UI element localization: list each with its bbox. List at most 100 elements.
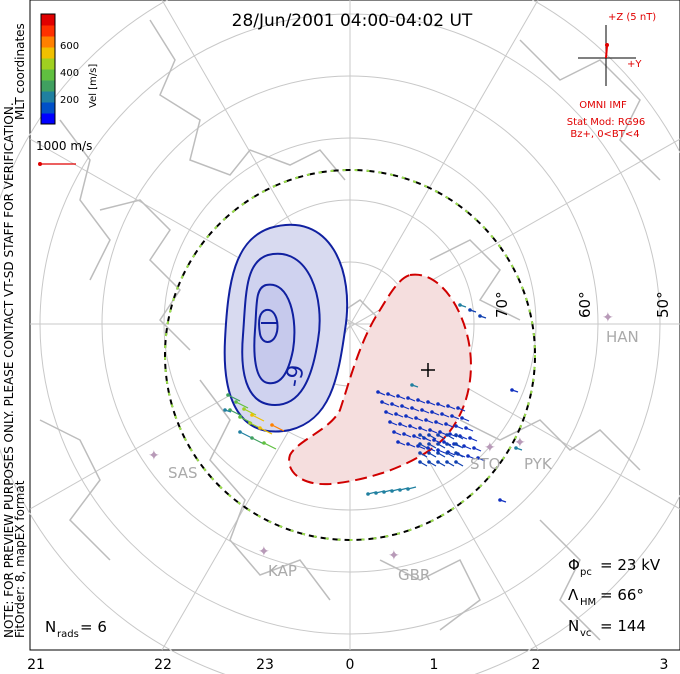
vector-line (469, 309, 477, 313)
lat-label-70: 70° (493, 291, 511, 318)
imf-plus-z: +Z (5 nT) (608, 12, 656, 23)
station-kap: KAP (268, 562, 297, 580)
vector-line (446, 461, 455, 467)
vector-line (419, 443, 428, 449)
vector-line (251, 437, 265, 445)
vector-scale-label: 1000 m/s (36, 139, 92, 153)
vector-line (235, 401, 249, 409)
vector-line (455, 425, 464, 430)
vector-line (229, 409, 243, 417)
vector-line (393, 431, 402, 436)
vector-line (387, 393, 396, 398)
vector-line (224, 409, 232, 413)
velocity-colorbar: 600 400 200 Vel [m/s] (40, 13, 99, 125)
vector-line (451, 415, 460, 420)
vector-scale: 1000 m/s (36, 139, 92, 166)
imf-model: Stat Mod: RG96 (567, 117, 646, 128)
nrads-symbol: N (45, 618, 56, 636)
vector-line (391, 403, 400, 408)
imf-source: OMNI IMF (579, 100, 627, 111)
colorbar-swatch (41, 113, 55, 125)
vector-line (377, 391, 386, 396)
mlt-label-23: 23 (256, 657, 274, 673)
colorbar-tick-200: 200 (60, 95, 79, 106)
colorbar-swatch (41, 14, 55, 26)
phi-sub: pc (580, 567, 592, 578)
velocity-vectors (223, 303, 523, 503)
imf-condition: Bz+, 0<BT<4 (570, 129, 639, 140)
vector-line (446, 443, 455, 449)
vector-line (499, 499, 507, 503)
imf-plus-y: +Y (627, 59, 642, 70)
fit-order-note: FitOrder: 8, mapEX format (13, 480, 27, 638)
vector-line (409, 425, 418, 430)
vector-line (437, 434, 446, 440)
colorbar-swatch (41, 58, 55, 70)
station-sas: SAS (168, 464, 198, 482)
vector-line (428, 461, 437, 467)
vector-line (457, 407, 466, 412)
vector-line (455, 443, 464, 449)
vector-line (459, 435, 468, 440)
coords-note: MLT coordinates (13, 23, 27, 120)
phi-symbol: Φ (568, 556, 580, 574)
vector-line (511, 389, 519, 393)
mlt-label-22: 22 (154, 657, 172, 673)
vector-line (419, 427, 428, 432)
colorbar-swatch (41, 69, 55, 81)
vector-line (447, 405, 456, 410)
mlt-label-0: 0 (346, 657, 355, 673)
station-sto: STO (470, 455, 501, 473)
vector-line (437, 461, 446, 467)
vector-line (465, 427, 474, 432)
vector-line (431, 411, 440, 416)
positive-cell (288, 273, 472, 486)
vector-line (397, 395, 406, 400)
vector-line (419, 461, 428, 467)
nvc-value: = 144 (600, 617, 646, 635)
station-marker-pyk: ✦ (514, 435, 526, 451)
lat-label-60: 60° (576, 291, 594, 318)
vector-line (447, 451, 456, 456)
vector-line (399, 423, 408, 428)
vector-line (427, 401, 436, 406)
vector-line (428, 452, 437, 458)
vector-line (421, 409, 430, 414)
station-marker-kap: ✦ (258, 544, 270, 560)
vector-line (227, 394, 241, 402)
vector-line (243, 408, 257, 416)
lambda-value: = 66° (600, 586, 644, 604)
vector-line (259, 427, 273, 435)
vector-line (463, 445, 472, 450)
negative-cell: -9 (223, 223, 349, 433)
side-note: NOTE: FOR PREVIEW PURPOSES ONLY. PLEASE … (2, 102, 16, 638)
colorbar-label: Vel [m/s] (88, 64, 99, 108)
colorbar-swatch (41, 47, 55, 59)
stats-block: Φ pc = 23 kV Λ HM = 66° N vc = 144 N rad… (45, 556, 661, 640)
vector-line (445, 423, 454, 428)
vector-line (411, 384, 419, 388)
vector-line (401, 405, 410, 410)
vector-line (441, 413, 450, 418)
vector-line (428, 434, 437, 440)
mlt-label-3: 3 (660, 657, 669, 673)
nvc-symbol: N (568, 617, 579, 635)
lambda-sub: HM (580, 597, 596, 608)
colorbar-swatch (41, 91, 55, 103)
lat-label-50: 50° (654, 291, 672, 318)
vector-line (381, 401, 390, 406)
colorbar-tick-400: 400 (60, 68, 79, 79)
vector-line (419, 452, 428, 458)
station-marker-gbr: ✦ (388, 548, 400, 564)
colorbar-swatch (41, 36, 55, 48)
vector-line (417, 399, 426, 404)
vector-line (271, 424, 285, 432)
vector-line (385, 411, 394, 416)
vector-line (429, 429, 438, 434)
vector-line (413, 435, 422, 440)
vector-line (427, 447, 436, 452)
station-pyk: PYK (524, 455, 553, 473)
negative-cell-label: -9 (281, 363, 309, 389)
